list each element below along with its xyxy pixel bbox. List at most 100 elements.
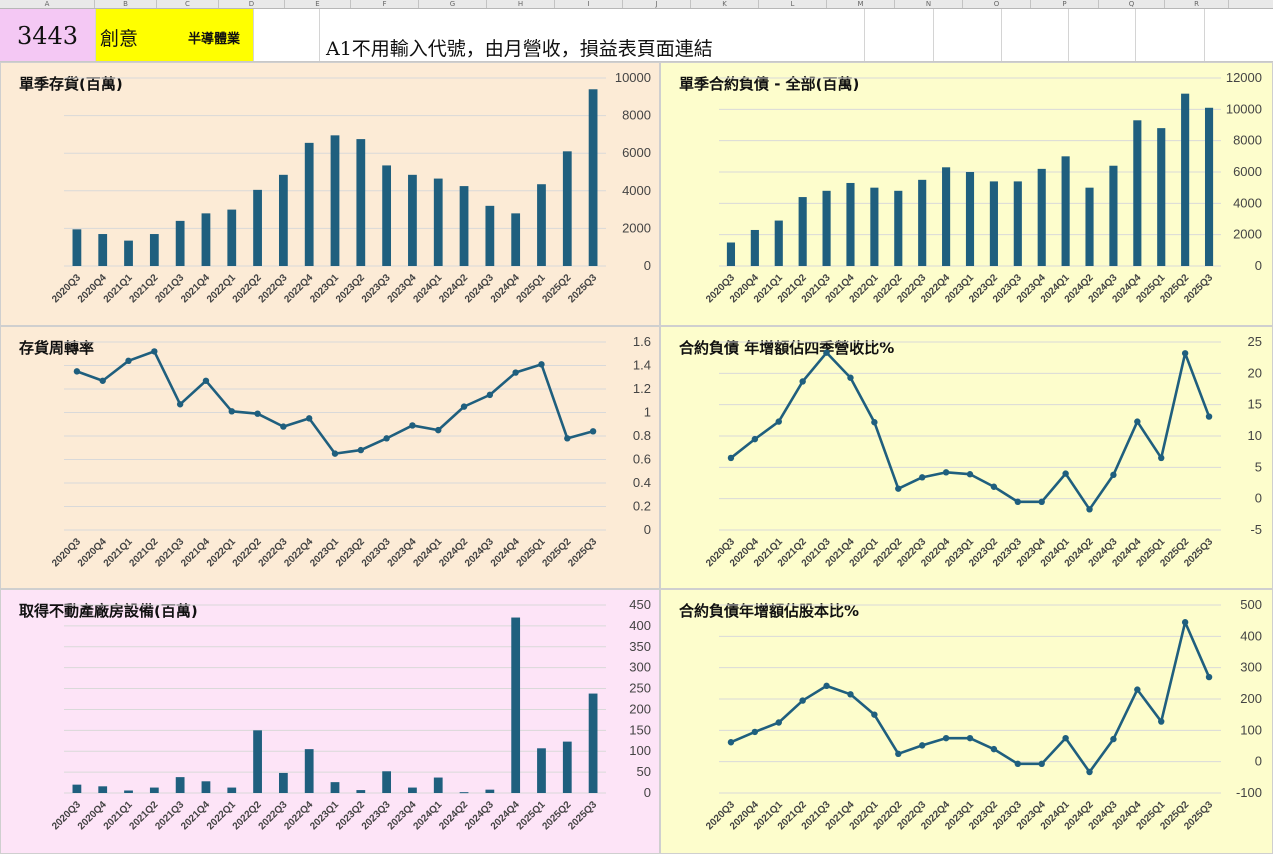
data-point <box>254 410 261 417</box>
column-header-g[interactable]: G <box>419 0 487 8</box>
bar <box>253 189 262 266</box>
data-point <box>1134 418 1141 425</box>
y-tick-label: 450 <box>629 597 651 612</box>
chart-svg: 0200040006000800010000120002020Q32020Q42… <box>704 70 1262 305</box>
empty-cell[interactable] <box>933 9 1002 61</box>
instruction-note: A1不用輸入代號，由月營收，損益表頁面連結 <box>326 38 713 60</box>
data-point <box>775 418 782 425</box>
data-point <box>409 422 416 429</box>
y-tick-label: 400 <box>1240 628 1262 643</box>
column-header-l[interactable]: L <box>759 0 827 8</box>
bar <box>1061 156 1070 266</box>
data-point <box>99 377 106 384</box>
data-point <box>799 378 806 385</box>
bar <box>918 179 927 266</box>
bar <box>1109 165 1118 266</box>
bar <box>1085 187 1094 266</box>
bar <box>537 748 546 793</box>
column-header-c[interactable]: C <box>157 0 219 8</box>
bar <box>588 693 598 793</box>
chart-panel-inventory[interactable]: 單季存貨(百萬) 0 2000 4000 6000 8000 10000 2020Q3 202… <box>0 62 660 326</box>
y-tick-label: 1 <box>644 405 651 420</box>
y-tick-label: 0.4 <box>633 475 651 490</box>
data-point <box>1181 350 1189 357</box>
chart-svg: 00.20.40.60.811.21.41.62020Q32020Q42021Q… <box>50 334 651 569</box>
chart-panel-inventory-turnover[interactable]: 存貨周轉率 0 0.2 0.4 0.6 0.8 1 1.2 1.4 1.6 2020Q3 2020Q… <box>0 326 660 589</box>
data-point <box>751 728 759 736</box>
y-tick-label: 0.8 <box>633 428 651 443</box>
chart-title: 單季合約負債 - 全部(百萬) <box>679 75 860 93</box>
chart-panel-ppe-acquisition[interactable]: 取得不動產廠房設備(百萬) 0 50 100 150 200 250 300 350 400 45… <box>0 589 660 854</box>
industry-label: 半導體業 <box>188 32 241 47</box>
stock-code-cell[interactable]: 3443 <box>0 9 96 61</box>
bar <box>562 741 572 793</box>
bar <box>72 784 82 793</box>
data-point <box>305 415 313 422</box>
y-tick-label: 1.4 <box>633 358 651 373</box>
bar <box>774 220 783 266</box>
data-point <box>125 357 132 364</box>
y-tick-label: 2000 <box>622 220 651 235</box>
column-header-d[interactable]: D <box>219 0 285 8</box>
bar <box>798 197 807 266</box>
bar <box>894 190 903 266</box>
y-tick-label: 150 <box>629 722 651 737</box>
column-header-i[interactable]: I <box>555 0 623 8</box>
column-header-j[interactable]: J <box>623 0 691 8</box>
column-header-r[interactable]: R <box>1165 0 1229 8</box>
x-tick-label: 2025Q3 <box>566 799 599 832</box>
empty-cell[interactable] <box>1002 9 1069 61</box>
bar <box>408 787 417 793</box>
bar <box>1157 128 1166 266</box>
y-tick-label: 250 <box>629 681 651 696</box>
bar <box>124 240 133 266</box>
data-point <box>512 369 519 376</box>
bar <box>1204 107 1214 266</box>
data-point <box>942 469 950 476</box>
company-name-cell[interactable]: 創意 半導體業 <box>96 9 254 61</box>
series-line <box>730 351 1211 511</box>
chart-panel-contract-liabilities[interactable]: 單季合約負債 - 全部(百萬) 0 2000 4000 6000 8000 10000 12… <box>660 62 1273 326</box>
empty-cell[interactable] <box>864 9 934 61</box>
chart-panel-cl-yoy-capital[interactable]: 合約負債年增額佔股本比% -100 0 100 200 300 400 500 2020Q3 2… <box>660 589 1273 854</box>
chart-panel-cl-yoy-revenue[interactable]: 合約負債 年增額佔四季營收比% -5 0 5 10 15 20 25 2020Q3 2020Q4… <box>660 326 1273 589</box>
bar <box>382 165 392 266</box>
bar <box>175 777 185 793</box>
series-line <box>76 350 594 455</box>
bar <box>356 790 366 793</box>
data-point <box>1014 498 1022 505</box>
y-tick-label: 25 <box>1248 334 1262 349</box>
bar <box>459 792 469 794</box>
bar <box>870 187 879 266</box>
bar <box>382 771 392 793</box>
column-header-a[interactable]: A <box>0 0 95 8</box>
bar <box>989 181 998 266</box>
bar <box>1133 120 1142 266</box>
bar <box>227 209 237 266</box>
series-line <box>730 620 1211 774</box>
column-header-k[interactable]: K <box>691 0 759 8</box>
y-tick-label: 10000 <box>615 70 651 85</box>
y-tick-label: 6000 <box>1233 164 1262 179</box>
data-point <box>871 711 878 718</box>
column-header-q[interactable]: Q <box>1099 0 1165 8</box>
bar <box>175 220 185 266</box>
column-header-f[interactable]: F <box>351 0 419 8</box>
column-header-h[interactable]: H <box>487 0 555 8</box>
empty-cell[interactable] <box>1136 9 1205 61</box>
column-header-p[interactable]: P <box>1031 0 1099 8</box>
bar <box>278 772 288 793</box>
empty-cell[interactable] <box>254 9 320 61</box>
y-tick-label: 10000 <box>1226 101 1262 116</box>
column-header-e[interactable]: E <box>285 0 351 8</box>
column-header-m[interactable]: M <box>827 0 895 8</box>
column-header-n[interactable]: N <box>895 0 963 8</box>
column-header-b[interactable]: B <box>95 0 157 8</box>
data-point <box>460 403 468 410</box>
empty-cell[interactable] <box>1069 9 1136 61</box>
y-tick-label: 8000 <box>622 108 651 123</box>
column-header-o[interactable]: O <box>963 0 1031 8</box>
y-tick-label: 8000 <box>1233 133 1262 148</box>
data-point <box>1110 471 1117 479</box>
data-point <box>966 734 974 742</box>
